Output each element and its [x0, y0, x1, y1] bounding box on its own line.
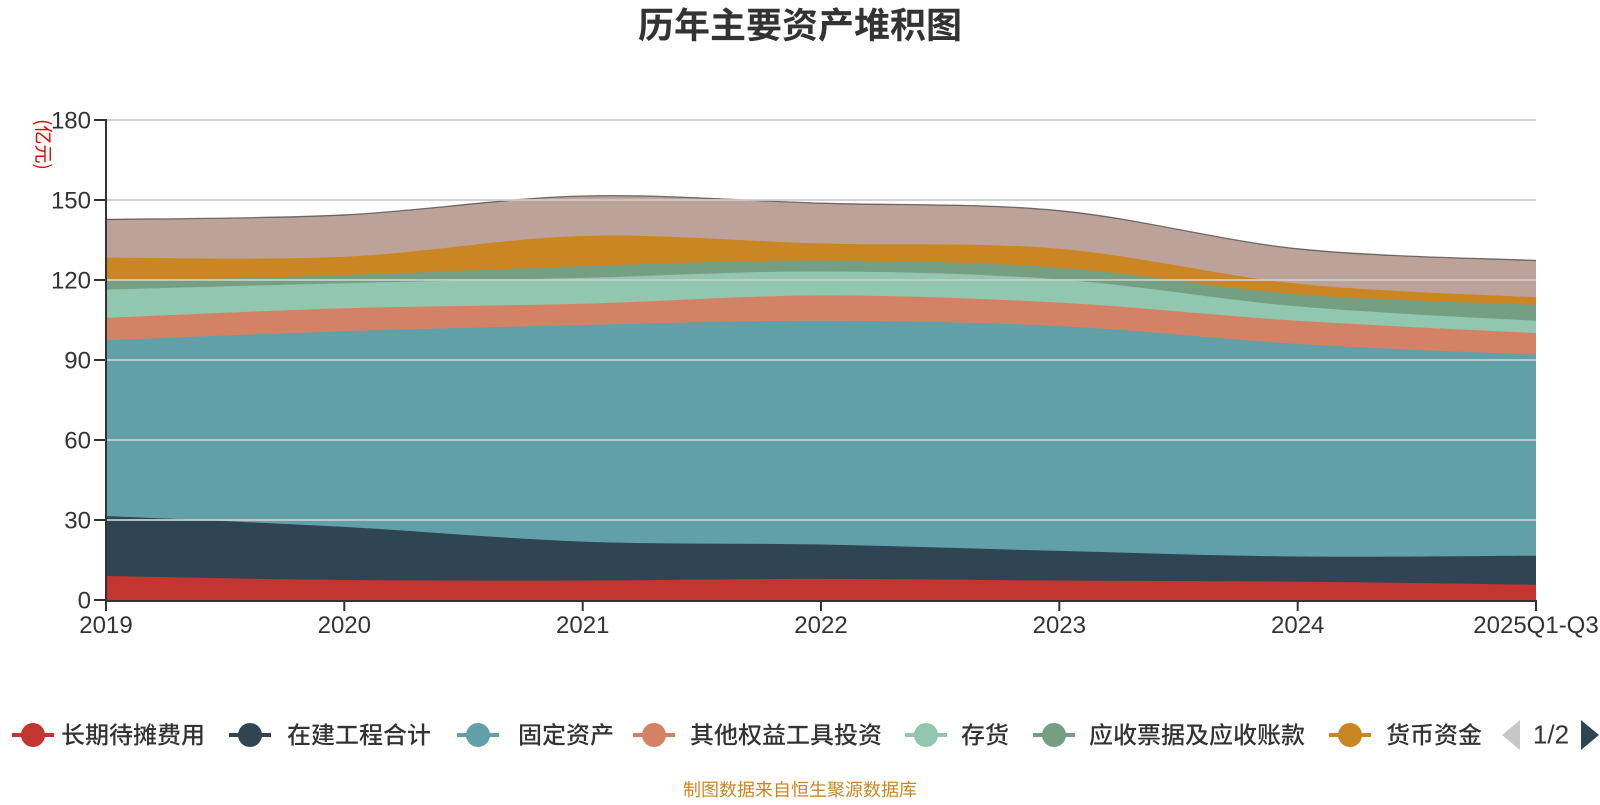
svg-text:2021: 2021	[556, 612, 609, 639]
svg-text:1/2: 1/2	[1533, 720, 1569, 750]
svg-text:2022: 2022	[794, 612, 847, 639]
svg-text:2020: 2020	[318, 612, 371, 639]
svg-text:90: 90	[64, 348, 91, 375]
svg-text:0: 0	[78, 588, 91, 615]
svg-text:120: 120	[51, 268, 91, 295]
svg-text:60: 60	[64, 428, 91, 455]
svg-text:150: 150	[51, 188, 91, 215]
svg-text:2019: 2019	[79, 612, 132, 639]
svg-text:2025Q1-Q3: 2025Q1-Q3	[1473, 612, 1598, 639]
svg-text:2023: 2023	[1033, 612, 1086, 639]
svg-text:2024: 2024	[1271, 612, 1324, 639]
svg-text:180: 180	[51, 108, 91, 135]
svg-text:30: 30	[64, 508, 91, 535]
